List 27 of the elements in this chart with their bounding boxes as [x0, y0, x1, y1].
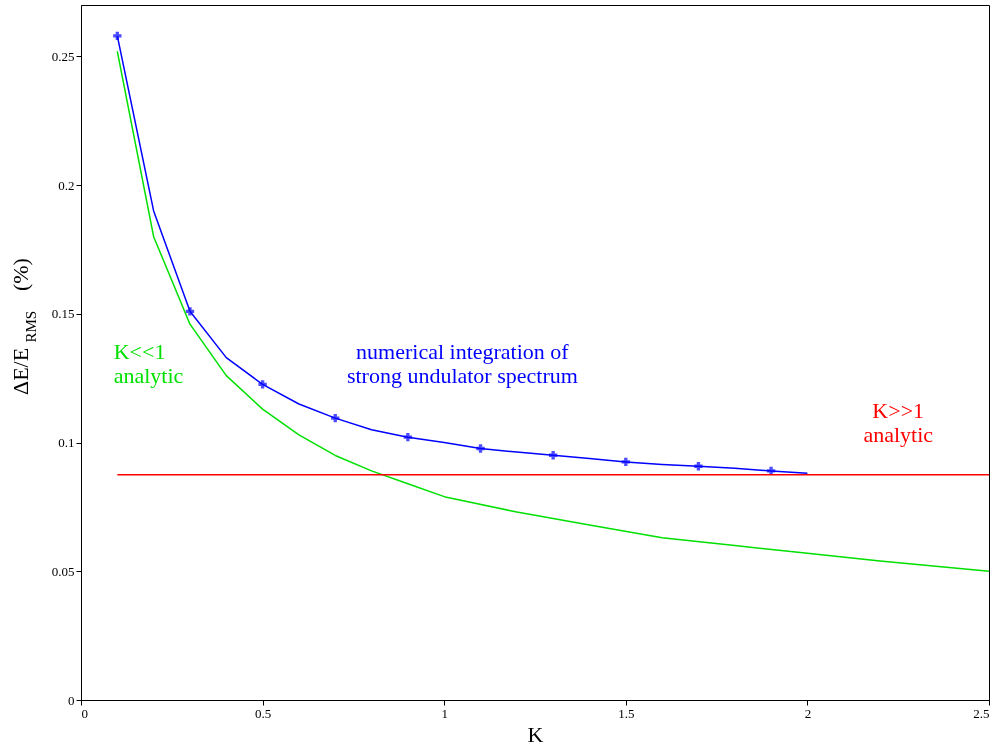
series-label: K<<1 analytic: [113, 339, 184, 389]
point: [621, 457, 630, 467]
text: ΔE/ERMS (%): [8, 258, 39, 395]
x-axis-title: K: [527, 721, 544, 747]
point: [548, 451, 558, 460]
series-label: K>>1 analytic: [863, 398, 934, 448]
line-series: [116, 50, 990, 573]
x-tick-label: 0: [81, 705, 88, 721]
y-tick-label: 0.05: [51, 563, 75, 579]
x-tick-label: 2: [804, 705, 812, 721]
y-tick-label: 0: [68, 692, 75, 708]
y-tick-label: 0.25: [51, 48, 75, 64]
point: [694, 462, 703, 471]
x-tick-label: 0.5: [254, 705, 272, 721]
y-tick-label: 0.15: [51, 306, 75, 322]
y-tick-label: 0.2: [58, 177, 75, 193]
series-label: numerical integration of strong undulator spectrum: [346, 339, 578, 389]
point: [331, 413, 340, 423]
x-tick-label: 2.5: [973, 705, 990, 721]
point: [476, 444, 485, 453]
x-tick-label: 1.5: [618, 705, 635, 721]
point: [113, 31, 122, 41]
y-tick-label: 0.1: [58, 435, 75, 451]
x-tick-label: 1: [441, 705, 448, 721]
point: [258, 380, 267, 389]
point: [403, 433, 413, 442]
point: [185, 307, 195, 316]
